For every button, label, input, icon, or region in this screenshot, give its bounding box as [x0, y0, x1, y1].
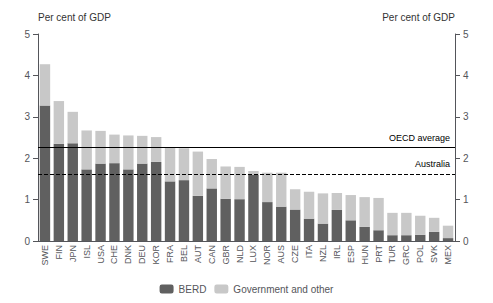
- svg-text:DNK: DNK: [123, 245, 133, 264]
- svg-text:1: 1: [463, 194, 469, 205]
- svg-text:3: 3: [463, 111, 469, 122]
- svg-text:PRT: PRT: [374, 245, 384, 263]
- svg-text:POL: POL: [415, 245, 425, 263]
- svg-text:BEL: BEL: [179, 245, 189, 262]
- svg-text:1: 1: [24, 194, 30, 205]
- svg-text:MEX: MEX: [443, 245, 453, 265]
- svg-text:HUN: HUN: [360, 245, 370, 265]
- svg-text:DEU: DEU: [137, 245, 147, 264]
- svg-text:5: 5: [24, 29, 30, 40]
- svg-text:ITA: ITA: [304, 245, 314, 258]
- svg-text:2: 2: [463, 153, 469, 164]
- svg-text:AUS: AUS: [276, 245, 286, 264]
- svg-text:TUR: TUR: [387, 245, 397, 264]
- svg-text:NOR: NOR: [262, 245, 272, 266]
- svg-text:CHE: CHE: [109, 245, 119, 264]
- svg-text:GBR: GBR: [221, 245, 231, 265]
- svg-text:OECD average: OECD average: [389, 133, 450, 143]
- svg-text:FIN: FIN: [54, 245, 64, 260]
- svg-text:USA: USA: [96, 245, 106, 264]
- svg-text:KOR: KOR: [151, 245, 161, 265]
- svg-text:NLD: NLD: [235, 245, 245, 264]
- svg-text:SVK: SVK: [429, 245, 439, 263]
- svg-text:5: 5: [463, 29, 469, 40]
- svg-text:IRL: IRL: [332, 245, 342, 259]
- svg-text:Per cent of GDP: Per cent of GDP: [38, 12, 111, 23]
- svg-text:NZL: NZL: [318, 245, 328, 262]
- svg-text:0: 0: [24, 236, 30, 247]
- svg-text:ESP: ESP: [346, 245, 356, 263]
- svg-text:4: 4: [463, 70, 469, 81]
- svg-text:CAN: CAN: [207, 245, 217, 264]
- svg-text:ISL: ISL: [82, 245, 92, 259]
- svg-text:3: 3: [24, 111, 30, 122]
- svg-text:2: 2: [24, 153, 30, 164]
- svg-text:CZE: CZE: [290, 245, 300, 263]
- svg-text:AUT: AUT: [193, 244, 203, 263]
- svg-text:BERD: BERD: [179, 284, 207, 295]
- svg-text:FRA: FRA: [165, 245, 175, 263]
- svg-text:SWE: SWE: [40, 245, 50, 266]
- svg-text:GRC: GRC: [401, 245, 411, 266]
- svg-text:Per cent of GDP: Per cent of GDP: [382, 12, 455, 23]
- svg-text:JPN: JPN: [68, 245, 78, 262]
- svg-text:LUX: LUX: [248, 245, 258, 263]
- svg-text:4: 4: [24, 70, 30, 81]
- svg-text:0: 0: [463, 236, 469, 247]
- svg-text:Government and other: Government and other: [233, 284, 334, 295]
- svg-text:Australia: Australia: [415, 159, 450, 169]
